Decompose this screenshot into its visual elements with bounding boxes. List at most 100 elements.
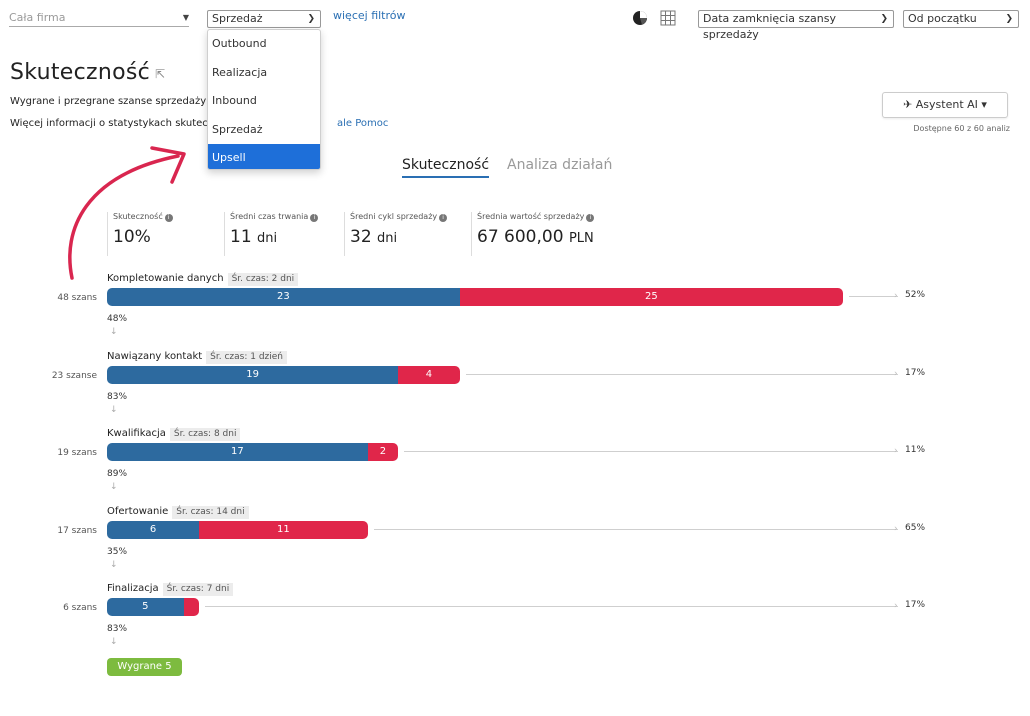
chevron-right-icon: ›: [894, 601, 898, 611]
stage-conversion: 52%: [905, 290, 926, 300]
stage-conversion: 17%: [905, 600, 926, 610]
info-icon[interactable]: i: [586, 214, 595, 222]
stage-count: 23 szanse: [51, 370, 97, 381]
dropdown-option-upsell[interactable]: Upsell: [208, 144, 320, 169]
pie-chart-icon[interactable]: [632, 10, 648, 26]
curved-arrow-annotation-icon: [68, 146, 186, 280]
stage-name: Finalizacja: [107, 583, 159, 594]
page-title: Skuteczność: [10, 60, 151, 85]
stage-avg-time: Śr. czas: 2 dni: [227, 273, 299, 286]
stage-won-bar[interactable]: 5: [107, 598, 184, 616]
date-field-select[interactable]: Data zamknięcia szansy sprzedaży ❯: [698, 10, 894, 41]
stat-value: 10%: [113, 227, 151, 247]
stage-pass-rate: 48%: [107, 314, 128, 324]
dropdown-option-inbound[interactable]: Inbound: [212, 94, 257, 107]
stage-count: 17 szans: [57, 525, 97, 536]
stage-lost-bar[interactable]: 11: [199, 520, 368, 539]
stage-pass-rate: 83%: [107, 391, 128, 402]
stage-connector-line: [849, 296, 898, 297]
won-badge[interactable]: Wygrane 5: [107, 658, 182, 676]
stage-avg-time: Śr. czas: 8 dni: [169, 428, 241, 441]
arrow-down-icon: ↓: [110, 637, 118, 647]
stat-value: 67 600,00: [477, 227, 564, 247]
stat-label: Skuteczność: [113, 212, 163, 221]
ai-assistant-button[interactable]: ✈ Asystent AI ▾: [882, 92, 1008, 118]
ai-quota-note: Dostępne 60 z 60 analiz: [913, 124, 1010, 133]
stat-sredni-czas-trwania: Średni czas trwania i 11 dni: [224, 212, 319, 256]
dropdown-option-sprzedaz[interactable]: Sprzedaż: [212, 122, 263, 136]
stage-pass-rate: 35%: [107, 546, 128, 557]
arrow-down-icon: ↓: [110, 559, 118, 570]
dropdown-option-outbound[interactable]: Outbound: [212, 37, 267, 50]
stage-connector-line: [373, 528, 898, 530]
stage-lost-bar[interactable]: 2: [367, 443, 399, 461]
chevron-down-icon: ❯: [307, 14, 315, 24]
period-select[interactable]: Od początku ❯: [903, 10, 1019, 28]
stage-lost-bar[interactable]: 25: [459, 288, 843, 306]
tab-analiza-dzialan[interactable]: Analiza działań: [507, 157, 613, 173]
stat-label: Średnia wartość sprzedaży: [477, 212, 585, 221]
company-select-value: Cała firma: [9, 11, 66, 24]
stat-label: Średni czas trwania: [230, 212, 309, 221]
pin-icon[interactable]: ⇱: [155, 67, 166, 81]
stat-unit: dni: [257, 231, 278, 246]
help-link[interactable]: ale Pomoc: [337, 118, 389, 129]
pipeline-dropdown-menu: Outbound Realizacja Inbound Sprzedaż Ups…: [207, 29, 321, 170]
pipeline-select[interactable]: Sprzedaż ❯: [207, 10, 321, 28]
won-count-label: 23: [276, 291, 290, 302]
info-icon[interactable]: i: [439, 214, 448, 222]
stat-sredni-cykl-sprzedazy: Średni cykl sprzedaży i 32 dni: [344, 212, 448, 256]
stage-connector-line: [404, 451, 898, 452]
stage-header: Kompletowanie danych Śr. czas: 2 dni: [107, 272, 299, 286]
company-select[interactable]: Cała firma ▼: [9, 9, 189, 27]
info-icon[interactable]: i: [164, 214, 173, 222]
table-grid-icon[interactable]: [660, 10, 676, 26]
stage-avg-time: Śr. czas: 1 dzień: [206, 350, 287, 364]
stage-connector-line: [205, 606, 898, 607]
stage-header: Nawiązany kontakt Śr. czas: 1 dzień: [107, 350, 287, 364]
stage-header: Kwalifikacja Śr. czas: 8 dni: [107, 427, 241, 441]
stage-conversion: 11%: [905, 445, 926, 455]
stage-count: 19 szans: [57, 448, 97, 458]
date-field-select-value: Data zamknięcia szansy sprzedaży: [703, 12, 836, 41]
won-count-label: 17: [230, 446, 244, 457]
stage-lost-bar[interactable]: 4: [398, 365, 460, 384]
stage-name: Kompletowanie danych: [107, 273, 224, 284]
chevron-down-icon: ❯: [1005, 14, 1013, 24]
stage-count: 48 szans: [57, 293, 97, 303]
stage-conversion: 65%: [905, 522, 926, 533]
stage-name: Kwalifikacja: [107, 428, 166, 439]
stage-connector-line: [465, 373, 898, 375]
stage-avg-time: Śr. czas: 7 dni: [162, 583, 234, 596]
more-filters-link[interactable]: więcej filtrów: [333, 9, 406, 22]
tab-skutecznosc[interactable]: Skuteczność: [402, 157, 490, 178]
stage-won-bar[interactable]: 23: [107, 288, 460, 306]
period-select-value: Od początku: [908, 12, 977, 25]
stage-won-bar[interactable]: 19: [107, 365, 399, 384]
stat-value: 32: [350, 227, 372, 247]
dropdown-option-realizacja[interactable]: Realizacja: [212, 65, 268, 79]
stage-name: Nawiązany kontakt: [107, 350, 203, 362]
stat-value: 11: [230, 227, 252, 247]
arrow-down-icon: ↓: [110, 327, 118, 337]
stat-skutecznosc: Skuteczność i 10%: [107, 212, 173, 256]
info-text: Więcej informacji o statystykach skutecz: [10, 118, 214, 129]
stage-pass-rate: 89%: [107, 469, 128, 479]
chevron-down-icon: ❯: [880, 14, 888, 24]
stage-header: Ofertowanie Śr. czas: 14 dni: [107, 505, 249, 519]
pipeline-select-value: Sprzedaż: [212, 12, 263, 25]
chevron-right-icon: ›: [894, 523, 898, 534]
lost-count-label: 4: [425, 368, 433, 380]
stage-name: Ofertowanie: [107, 505, 169, 517]
stage-conversion: 17%: [905, 367, 926, 378]
stage-won-bar[interactable]: 6: [107, 520, 199, 539]
chevron-down-icon: ▼: [182, 13, 189, 22]
chevron-right-icon: ›: [894, 446, 898, 456]
stage-avg-time: Śr. czas: 14 dni: [172, 505, 249, 519]
stage-won-bar[interactable]: 17: [107, 443, 368, 461]
lost-count-label: 11: [276, 523, 290, 535]
stat-unit: dni: [377, 231, 398, 246]
stage-lost-bar[interactable]: [183, 598, 199, 616]
stat-unit: PLN: [568, 231, 594, 246]
info-icon[interactable]: i: [310, 214, 319, 222]
